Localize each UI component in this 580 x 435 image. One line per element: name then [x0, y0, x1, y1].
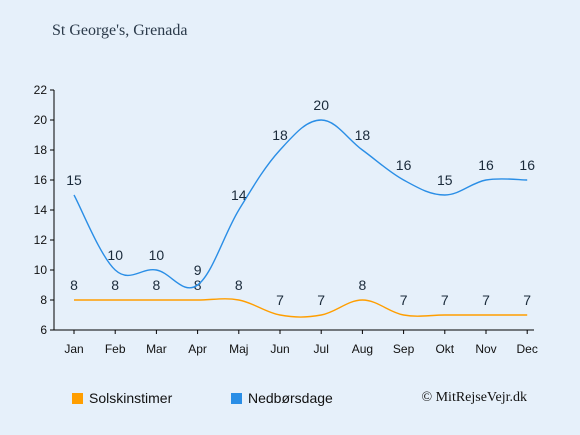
x-tick-label: Dec: [517, 342, 538, 356]
data-label-sunshine-hours: 8: [111, 277, 119, 293]
data-label-rain-days: 16: [478, 157, 494, 173]
x-tick-label: Jan: [64, 342, 83, 356]
data-label-rain-days: 10: [107, 247, 123, 263]
x-tick-label: Mar: [146, 342, 167, 356]
legend-label-rain-days: Nedbørsdage: [248, 390, 333, 406]
data-label-sunshine-hours: 8: [235, 277, 243, 293]
data-label-rain-days: 16: [396, 157, 412, 173]
data-label-sunshine-hours: 7: [441, 292, 449, 308]
legend-label-sunshine: Solskinstimer: [89, 390, 173, 406]
x-tick-label: Apr: [188, 342, 207, 356]
legend-swatch-rain-days: [231, 393, 242, 404]
legend-item-sunshine: Solskinstimer: [72, 390, 172, 406]
y-tick-label: 20: [34, 113, 48, 127]
x-tick-label: Jul: [314, 342, 329, 356]
chart-title: St George's, Grenada: [52, 22, 188, 39]
x-tick-label: Feb: [105, 342, 126, 356]
x-tick-label: Sep: [393, 342, 415, 356]
data-label-rain-days: 20: [313, 97, 329, 113]
legend-item-rain-days: Nedbørsdage: [231, 390, 333, 406]
y-tick-label: 6: [40, 323, 47, 337]
data-label-sunshine-hours: 8: [70, 277, 78, 293]
data-label-rain-days: 18: [272, 127, 288, 143]
data-label-rain-days: 15: [66, 172, 82, 188]
data-label-rain-days: 14: [231, 187, 247, 203]
y-tick-label: 12: [34, 233, 48, 247]
x-tick-label: Maj: [229, 342, 248, 356]
data-label-sunshine-hours: 7: [400, 292, 408, 308]
credit-text: © MitRejseVejr.dk: [421, 390, 527, 405]
data-label-sunshine-hours: 8: [359, 277, 367, 293]
x-tick-label: Jun: [270, 342, 289, 356]
x-tick-label: Aug: [352, 342, 373, 356]
data-label-rain-days: 18: [355, 127, 371, 143]
data-label-sunshine-hours: 7: [317, 292, 325, 308]
data-label-rain-days: 15: [437, 172, 453, 188]
x-tick-label: Okt: [435, 342, 454, 356]
data-label-sunshine-hours: 8: [153, 277, 161, 293]
y-tick-label: 8: [40, 293, 47, 307]
y-tick-label: 16: [34, 173, 48, 187]
y-tick-label: 10: [34, 263, 48, 277]
series-line-rain-days: [73, 119, 528, 289]
x-tick-label: Nov: [475, 342, 496, 356]
data-label-sunshine-hours: 7: [482, 292, 490, 308]
legend-swatch-sunshine: [72, 393, 83, 404]
series-line-sunshine-hours: [73, 298, 528, 318]
y-tick-label: 22: [34, 83, 48, 97]
data-label-rain-days: 16: [519, 157, 535, 173]
data-label-sunshine-hours: 7: [276, 292, 284, 308]
y-tick-label: 14: [34, 203, 48, 217]
y-tick-label: 18: [34, 143, 48, 157]
data-label-sunshine-hours: 7: [523, 292, 531, 308]
data-label-rain-days: 9: [194, 262, 202, 278]
data-label-rain-days: 10: [149, 247, 165, 263]
